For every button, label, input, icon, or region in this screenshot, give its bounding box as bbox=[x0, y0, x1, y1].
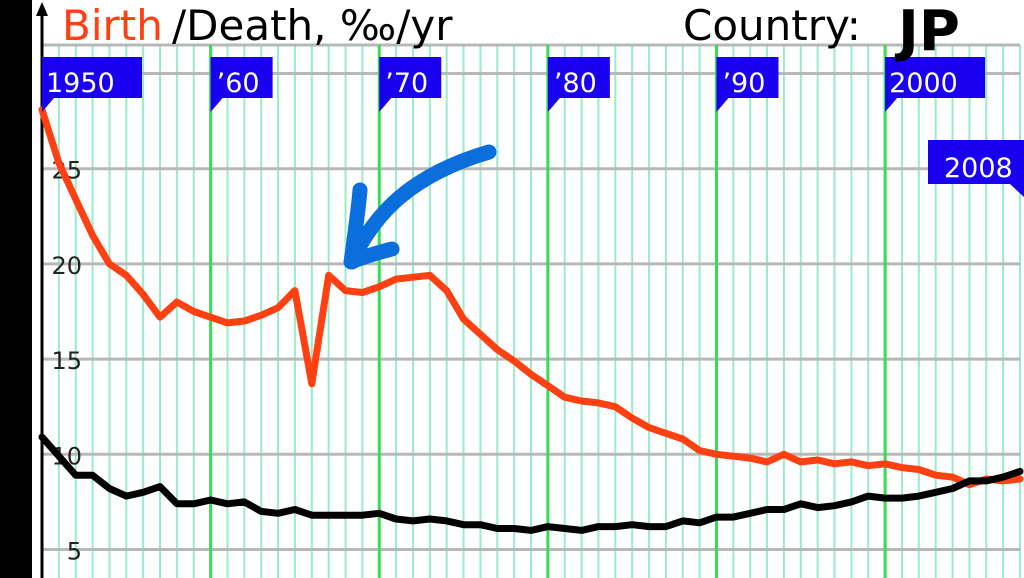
year-grid bbox=[57, 45, 1021, 578]
decade-tag-shape bbox=[379, 57, 442, 112]
y-tick-label: 5 bbox=[67, 537, 82, 565]
death-rate-line bbox=[38, 433, 1024, 534]
horizontal-grid bbox=[42, 43, 1020, 551]
decade-tags: 1950 ’60 ’70 ’80 ’90 2000 bbox=[42, 57, 986, 112]
country-label: Country: bbox=[683, 1, 861, 50]
country-code: JP bbox=[894, 0, 960, 64]
y-axis-arrow bbox=[36, 2, 48, 16]
decade-tag-label: ’90 bbox=[722, 68, 765, 99]
birth-rate-line bbox=[38, 106, 1024, 489]
decade-tag: ’60 bbox=[210, 57, 273, 112]
decade-tag-shape bbox=[210, 57, 273, 112]
end-tag-shape bbox=[928, 140, 1024, 197]
decade-tag-label: ’60 bbox=[217, 68, 260, 99]
decade-tag-shape bbox=[42, 57, 142, 112]
decade-tag-shape bbox=[885, 57, 986, 112]
decade-tag: ’90 bbox=[716, 57, 779, 112]
y-tick-label: 15 bbox=[51, 347, 82, 375]
decade-tag: 1950 bbox=[42, 57, 142, 112]
annotation-arrow-icon bbox=[343, 144, 497, 270]
end-tag-label: 2008 bbox=[944, 153, 1013, 184]
decade-tag: ’70 bbox=[379, 57, 442, 112]
death-title: /Death, ‰/yr bbox=[172, 1, 453, 50]
decade-tag-label: 1950 bbox=[46, 68, 115, 99]
decade-tag: ’80 bbox=[547, 57, 610, 112]
decade-tag-shape bbox=[716, 57, 779, 112]
decade-tag-shape bbox=[547, 57, 610, 112]
decade-tag-label: 2000 bbox=[889, 68, 958, 99]
decade-tag: 2000 bbox=[885, 57, 986, 112]
series-lines bbox=[38, 106, 1024, 534]
decade-tag-label: ’80 bbox=[554, 68, 597, 99]
y-tick-label: 20 bbox=[51, 252, 82, 280]
end-year-tag: 2008 bbox=[928, 140, 1024, 197]
decade-tag-label: ’70 bbox=[385, 68, 428, 99]
birth-title: Birth bbox=[62, 1, 163, 50]
left-black-bar bbox=[0, 0, 32, 578]
